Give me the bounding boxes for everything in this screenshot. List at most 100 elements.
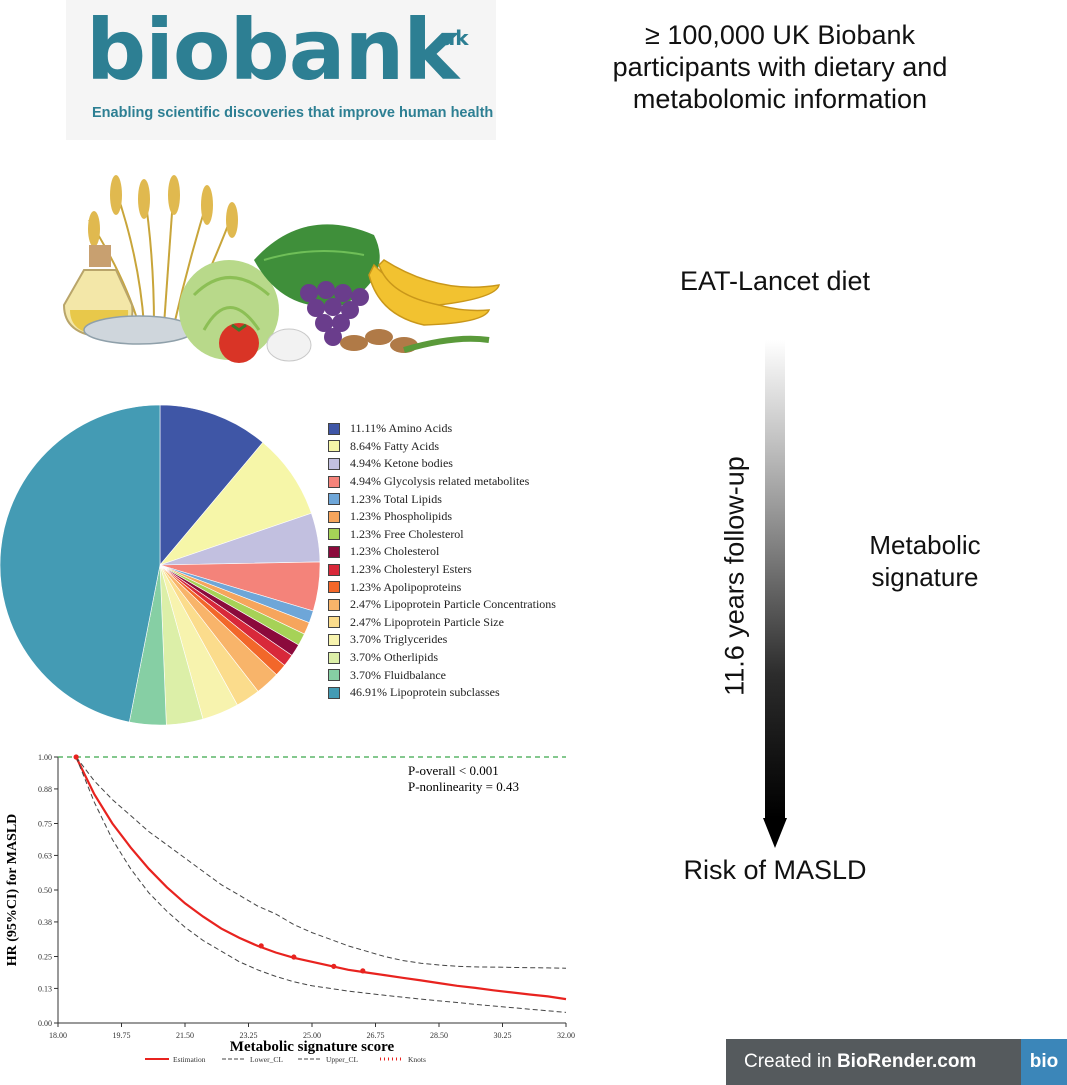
pie-legend-item: 11.11% Amino Acids (328, 420, 556, 438)
pie-legend-item: 1.23% Cholesteryl Esters (328, 561, 556, 579)
legend-swatch (328, 422, 340, 435)
legend-swatch (328, 616, 340, 629)
y-tick-label: 0.88 (38, 785, 52, 794)
x-tick-label: 26.75 (367, 1031, 385, 1040)
series-line-lower-cl (75, 756, 567, 1013)
legend-label: 1.23% Phospholipids (350, 509, 453, 524)
pie-legend-item: 8.64% Fatty Acids (328, 438, 556, 456)
x-tick-label: 18.00 (49, 1031, 67, 1040)
legend-label: 3.70% Otherlipids (350, 650, 438, 665)
legend-swatch (328, 475, 340, 488)
pie-legend-item: 1.23% Free Cholesterol (328, 526, 556, 544)
badge-text: Created in BioRender.com (726, 1051, 976, 1073)
signature-label: Metabolic signature (869, 530, 981, 592)
x-tick-label: 25.00 (303, 1031, 321, 1040)
legend-swatch (328, 440, 340, 453)
wheat-icon (88, 175, 238, 326)
x-tick-label: 19.75 (113, 1031, 131, 1040)
pie-legend-item: 3.70% Fluidbalance (328, 666, 556, 684)
logo-wordmark: biobank (86, 1, 459, 99)
badge-brand: BioRender.com (836, 1051, 977, 1072)
x-axis-label: Metabolic signature score (230, 1039, 395, 1055)
legend-label: 8.64% Fatty Acids (350, 438, 439, 453)
legend-label: 2.47% Lipoprotein Particle Concentration… (350, 597, 556, 612)
biorender-logo-icon: bio (1021, 1039, 1067, 1085)
legend-label: Lower_CL (250, 1055, 283, 1064)
legend-swatch (328, 651, 340, 664)
knot-point (291, 954, 297, 960)
legend-label: 1.23% Apolipoproteins (350, 579, 462, 594)
knot-point (360, 968, 366, 974)
x-tick-label: 23.25 (240, 1031, 258, 1040)
followup-label: 11.6 years follow-up (719, 456, 750, 696)
legend-swatch (328, 598, 340, 611)
chart-series (73, 754, 567, 1013)
x-tick-label: 28.50 (430, 1031, 448, 1040)
y-tick-label: 0.25 (38, 953, 52, 962)
green-bean-icon (403, 335, 490, 353)
legend-swatch (328, 669, 340, 682)
legend-label: 3.70% Triglycerides (350, 632, 448, 647)
p-overall-annotation: P-overall < 0.001 (408, 763, 499, 778)
pie-legend: 11.11% Amino Acids 8.64% Fatty Acids 4.94%… (328, 420, 556, 702)
grapes-icon (300, 281, 369, 346)
pie-legend-item: 2.47% Lipoprotein Particle Size (328, 614, 556, 632)
pie-legend-item: 4.94% Ketone bodies (328, 455, 556, 473)
y-tick-label: 1.00 (38, 753, 52, 762)
legend-label: 46.91% Lipoprotein subclasses (350, 685, 500, 700)
pie-slice-15 (0, 404, 161, 723)
outcome-label: Risk of MASLD (683, 855, 867, 885)
legend-label: 2.47% Lipoprotein Particle Size (350, 614, 504, 629)
metabolite-pie-chart (0, 404, 320, 726)
series-line-upper-cl (75, 756, 567, 969)
legend-swatch (328, 581, 340, 594)
spline-chart: 18.00 19.75 21.50 23.25 25.00 26.75 28.50 30.25… (5, 753, 575, 1064)
pie-legend-item: 1.23% Apolipoproteins (328, 578, 556, 596)
chart-axes: 18.00 19.75 21.50 23.25 25.00 26.75 28.50 30.25… (38, 753, 575, 1040)
legend-label: 4.94% Glycolysis related metabolites (350, 474, 530, 489)
tomato-icon (219, 323, 259, 363)
logo-suffix: uk (441, 26, 469, 50)
x-tick-label: 30.25 (494, 1031, 512, 1040)
legend-label: 11.11% Amino Acids (350, 421, 453, 436)
y-tick-label: 0.75 (38, 820, 52, 829)
pie-legend-item: 1.23% Total Lipids (328, 490, 556, 508)
legend-swatch (328, 563, 340, 576)
legend-label: 3.70% Fluidbalance (350, 667, 446, 682)
legend-swatch (328, 510, 340, 523)
legend-label: Knots (408, 1055, 426, 1064)
badge-prefix: Created in (744, 1051, 837, 1072)
legend-label: 1.23% Cholesteryl Esters (350, 562, 472, 577)
pie-legend-item: 2.47% Lipoprotein Particle Concentration… (328, 596, 556, 614)
chart-legend: Estimation Lower_CL Upper_CL Knots (145, 1055, 426, 1064)
legend-label: Upper_CL (326, 1055, 358, 1064)
y-tick-label: 0.13 (38, 984, 52, 993)
legend-swatch (328, 545, 340, 558)
pie-legend-item: 46.91% Lipoprotein subclasses (328, 684, 556, 702)
legend-label: Estimation (173, 1055, 206, 1064)
food-illustration (62, 175, 500, 363)
y-tick-label: 0.63 (38, 851, 52, 860)
biorender-badge[interactable]: Created in BioRender.com bio (726, 1039, 1067, 1085)
logo-background (66, 0, 496, 140)
diet-label: EAT-Lancet diet (679, 266, 871, 296)
legend-label: 4.94% Ketone bodies (350, 456, 453, 471)
knot-point (331, 963, 337, 969)
y-tick-label: 0.00 (38, 1019, 52, 1028)
banana-icon (368, 259, 500, 326)
legend-label: 1.23% Cholesterol (350, 544, 440, 559)
y-tick-label: 0.50 (38, 886, 52, 895)
legend-swatch (328, 493, 340, 506)
legend-swatch (328, 457, 340, 470)
p-nonlinearity-annotation: P-nonlinearity = 0.43 (408, 779, 519, 794)
y-tick-label: 0.38 (38, 918, 52, 927)
participants-text: ≥ 100,000 UK Biobank participants with d… (612, 20, 948, 114)
pie-legend-item: 4.94% Glycolysis related metabolites (328, 473, 556, 491)
egg-icon (266, 328, 312, 362)
pie-slice-1 (159, 442, 312, 566)
timeline-arrow (763, 340, 787, 848)
x-tick-label: 32.00 (557, 1031, 575, 1040)
legend-swatch (328, 633, 340, 646)
pie-legend-item: 1.23% Phospholipids (328, 508, 556, 526)
pie-legend-item: 3.70% Triglycerides (328, 631, 556, 649)
